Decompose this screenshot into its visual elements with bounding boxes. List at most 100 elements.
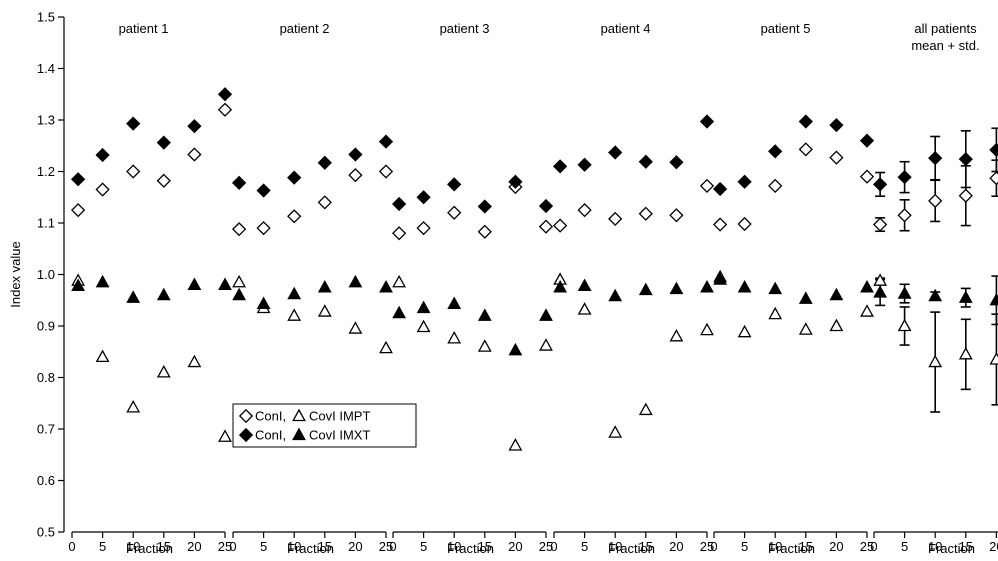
open-diamond-point [553, 218, 568, 233]
open-diamond-point [95, 182, 110, 197]
x-tick-label: 15 [799, 539, 813, 554]
x-tick-label: 20 [829, 539, 843, 554]
panel-title: patient 5 [761, 21, 811, 36]
filled-triangle-point [768, 281, 783, 295]
x-tick-label: 25 [860, 539, 874, 554]
x-tick-label: 10 [287, 539, 301, 554]
open-diamond-point [71, 203, 86, 218]
filled-triangle-point [553, 280, 568, 293]
filled-triangle-point [232, 287, 247, 301]
panel-subtitle: mean + std. [911, 38, 979, 53]
open-triangle-point [928, 354, 943, 368]
y-tick-label: 0.8 [37, 370, 55, 385]
filled-triangle-point [126, 290, 141, 303]
open-diamond-point [156, 173, 171, 188]
legend-label-coni-imxt: ConI, [255, 428, 286, 443]
filled-diamond-point [798, 114, 813, 129]
x-tick-label: 5 [260, 539, 267, 554]
open-triangle-point [873, 273, 888, 286]
open-triangle-point [126, 400, 141, 413]
open-diamond-point [317, 195, 332, 210]
open-diamond-point [699, 178, 715, 194]
x-tick-label: 15 [959, 539, 973, 554]
x-tick-label: 0 [550, 539, 557, 554]
y-tick-label: 1.1 [37, 216, 55, 231]
filled-diamond-point [447, 177, 462, 192]
open-diamond-point [713, 217, 728, 232]
y-tick-label: 1.0 [37, 267, 55, 282]
open-diamond-point [232, 222, 247, 237]
open-triangle-point [860, 304, 874, 317]
filled-triangle-point [700, 280, 714, 293]
filled-diamond-point [416, 190, 431, 205]
x-axis-title: Fraction [126, 541, 173, 556]
filled-triangle-point [317, 280, 332, 293]
open-diamond-point [392, 226, 407, 241]
filled-diamond-point [256, 183, 271, 198]
x-tick-label: 0 [710, 539, 717, 554]
y-tick-label: 1.5 [37, 10, 55, 25]
panel-title: patient 3 [440, 21, 490, 36]
open-diamond-point [187, 147, 202, 162]
panel-title: patient 1 [119, 21, 169, 36]
open-triangle-point [156, 365, 171, 378]
y-tick-label: 0.9 [37, 319, 55, 334]
open-triangle-point [768, 306, 783, 320]
x-tick-label: 5 [741, 539, 748, 554]
filled-triangle-point [873, 285, 888, 298]
open-diamond-point [989, 171, 998, 186]
filled-diamond-point [348, 147, 363, 162]
panel-2: 0 5 10 15 20 25 Fraction patient 2 [229, 21, 393, 556]
filled-triangle-point [392, 305, 407, 319]
legend-box [232, 403, 417, 448]
filled-diamond-point [989, 142, 998, 157]
filled-diamond-point [699, 114, 715, 129]
filled-diamond-point [477, 199, 492, 214]
filled-triangle-point [477, 308, 492, 321]
filled-triangle-point [669, 281, 684, 295]
open-diamond-point [126, 164, 141, 179]
x-tick-label: 15 [478, 539, 492, 554]
filled-diamond-point [156, 135, 171, 150]
filled-triangle-point [989, 292, 998, 306]
panel-5: 0 5 10 15 20 25 Fraction patient 5 [710, 21, 874, 556]
x-tick-label: 10 [447, 539, 461, 554]
filled-diamond-point [768, 144, 783, 159]
filled-diamond-point [897, 170, 912, 185]
legend-label-covi-impt: CovI IMPT [309, 409, 370, 424]
filled-diamond-point [217, 87, 233, 102]
x-tick-label: 0 [389, 539, 396, 554]
filled-diamond-point [287, 170, 302, 185]
x-tick-label: 5 [581, 539, 588, 554]
filled-triangle-point [928, 288, 943, 302]
filled-triangle-point [713, 272, 728, 285]
panel-4: 0 5 10 15 20 25 Fraction patient 4 [550, 21, 714, 556]
y-tick-label: 0.6 [37, 473, 55, 488]
x-tick-label: 20 [348, 539, 362, 554]
filled-diamond-point [669, 155, 684, 170]
open-diamond-point [669, 208, 684, 223]
filled-diamond-point [392, 196, 407, 212]
x-tick-label: 25 [539, 539, 553, 554]
filled-triangle-point [860, 280, 874, 293]
open-triangle-point [232, 274, 247, 288]
open-triangle-point [447, 331, 462, 344]
x-tick-label: 20 [989, 539, 998, 554]
open-triangle-point [348, 321, 363, 334]
filled-triangle-point [348, 274, 363, 288]
filled-diamond-point [71, 172, 86, 187]
open-triangle-point [798, 322, 813, 335]
open-triangle-point [292, 408, 306, 422]
x-tick-label: 25 [379, 539, 393, 554]
open-diamond-point [348, 167, 363, 183]
open-diamond-point [829, 150, 844, 165]
x-tick-label: 5 [901, 539, 908, 554]
filled-triangle-point [737, 280, 752, 293]
x-tick-label: 20 [508, 539, 522, 554]
x-tick-label: 10 [928, 539, 942, 554]
filled-triangle-point [638, 282, 653, 296]
x-tick-label: 0 [68, 539, 75, 554]
x-axis-title: Fraction [447, 541, 494, 556]
